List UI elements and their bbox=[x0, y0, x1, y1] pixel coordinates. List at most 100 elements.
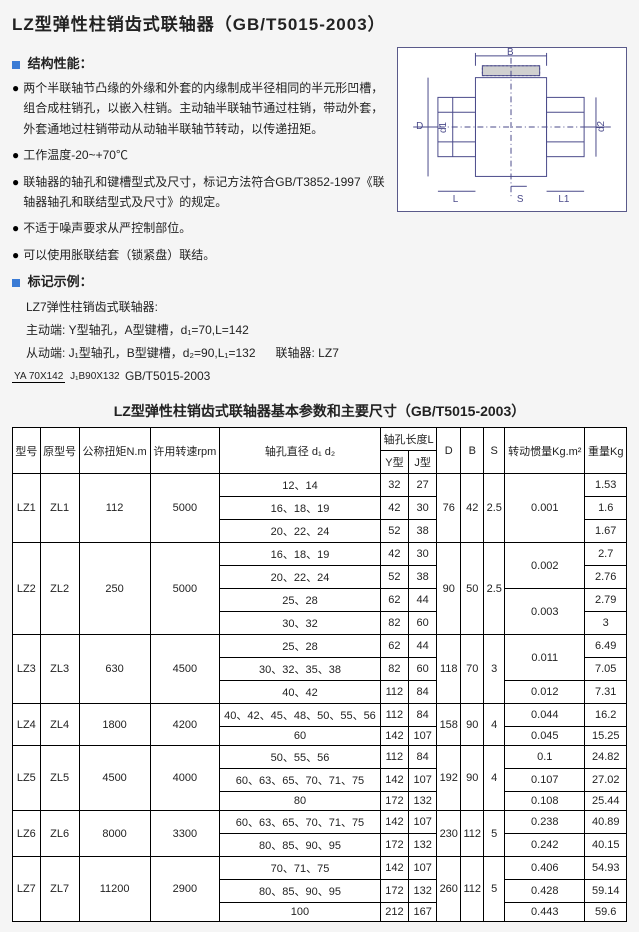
table-row: LZ1ZL1112500012、14322776422.50.0011.53 bbox=[13, 474, 627, 497]
cell-weight: 25.44 bbox=[585, 792, 627, 811]
th-J: J型 bbox=[409, 451, 437, 474]
cell-inertia: 0.011 bbox=[505, 635, 585, 681]
cell-bore: 100 bbox=[220, 903, 381, 922]
cell-D: 260 bbox=[437, 857, 461, 922]
cell-B: 90 bbox=[461, 704, 484, 746]
cell-J: 38 bbox=[409, 520, 437, 543]
cell-inertia: 0.428 bbox=[505, 880, 585, 903]
bullet-mark-icon: ● bbox=[12, 145, 19, 165]
cell-bore: 50、55、56 bbox=[220, 746, 381, 769]
cell-J: 60 bbox=[409, 612, 437, 635]
table-row: LZ7ZL711200290070、71、7514210726011250.40… bbox=[13, 857, 627, 880]
cell-Y: 82 bbox=[380, 612, 408, 635]
cell-Y: 52 bbox=[380, 566, 408, 589]
cell-J: 107 bbox=[409, 857, 437, 880]
cell-J: 44 bbox=[409, 635, 437, 658]
cell-rpm: 3300 bbox=[150, 811, 220, 857]
cell-torque: 1800 bbox=[79, 704, 150, 746]
cell-Y: 112 bbox=[380, 746, 408, 769]
cell-bore: 80 bbox=[220, 792, 381, 811]
cell-weight: 2.76 bbox=[585, 566, 627, 589]
th-model: 型号 bbox=[13, 428, 41, 474]
cell-inertia: 0.238 bbox=[505, 811, 585, 834]
cell-torque: 11200 bbox=[79, 857, 150, 922]
cell-J: 27 bbox=[409, 474, 437, 497]
cell-inertia: 0.012 bbox=[505, 681, 585, 704]
cell-Y: 42 bbox=[380, 497, 408, 520]
cell-D: 192 bbox=[437, 746, 461, 811]
spec-table: 型号 原型号 公称扭矩N.m 许用转速rpm 轴孔直径 d₁ d₂ 轴孔长度L … bbox=[12, 427, 627, 922]
top-section: 结构性能： ●两个半联轴节凸缘的外缘和外套的内缘制成半径相同的半元形凹槽，组合成… bbox=[12, 47, 627, 387]
cell-orig: ZL3 bbox=[40, 635, 79, 704]
cell-torque: 4500 bbox=[79, 746, 150, 811]
cell-orig: ZL2 bbox=[40, 543, 79, 635]
cell-rpm: 4500 bbox=[150, 635, 220, 704]
cell-orig: ZL1 bbox=[40, 474, 79, 543]
cell-rpm: 4000 bbox=[150, 746, 220, 811]
cell-Y: 42 bbox=[380, 543, 408, 566]
square-bullet-icon bbox=[12, 279, 20, 287]
cell-model: LZ5 bbox=[13, 746, 41, 811]
cell-bore: 20、22、24 bbox=[220, 520, 381, 543]
technical-diagram: B D d1 d2 L S L1 bbox=[397, 47, 627, 212]
structural-heading: 结构性能： bbox=[12, 53, 387, 72]
cell-B: 70 bbox=[461, 635, 484, 704]
th-torque: 公称扭矩N.m bbox=[79, 428, 150, 474]
cell-bore: 60 bbox=[220, 727, 381, 746]
th-D: D bbox=[437, 428, 461, 474]
cell-bore: 20、22、24 bbox=[220, 566, 381, 589]
cell-J: 132 bbox=[409, 834, 437, 857]
cell-torque: 112 bbox=[79, 474, 150, 543]
cell-B: 50 bbox=[461, 543, 484, 635]
th-B: B bbox=[461, 428, 484, 474]
diagram-label-d1: d1 bbox=[438, 122, 449, 133]
cell-weight: 7.31 bbox=[585, 681, 627, 704]
table-row: LZ4ZL41800420040、42、45、48、50、55、56112841… bbox=[13, 704, 627, 727]
cell-J: 84 bbox=[409, 681, 437, 704]
cell-J: 60 bbox=[409, 658, 437, 681]
cell-J: 84 bbox=[409, 746, 437, 769]
cell-S: 4 bbox=[484, 704, 505, 746]
cell-weight: 16.2 bbox=[585, 704, 627, 727]
th-Y: Y型 bbox=[380, 451, 408, 474]
cell-Y: 172 bbox=[380, 792, 408, 811]
bullet-item: ●可以使用胀联结套（锁紧盘）联结。 bbox=[12, 245, 387, 265]
bullet-item: ●联轴器的轴孔和键槽型式及尺寸，标记方法符合GB/T3852-1997《联轴器轴… bbox=[12, 172, 387, 213]
table-row: LZ6ZL68000330060、63、65、70、71、75142107230… bbox=[13, 811, 627, 834]
cell-inertia: 0.1 bbox=[505, 746, 585, 769]
cell-J: 132 bbox=[409, 880, 437, 903]
cell-Y: 112 bbox=[380, 681, 408, 704]
cell-weight: 1.67 bbox=[585, 520, 627, 543]
page-title: LZ型弹性柱销齿式联轴器（GB/T5015-2003） bbox=[12, 10, 627, 35]
cell-J: 30 bbox=[409, 543, 437, 566]
cell-inertia: 0.003 bbox=[505, 589, 585, 635]
cell-Y: 52 bbox=[380, 520, 408, 543]
cell-weight: 59.6 bbox=[585, 903, 627, 922]
right-column: B D d1 d2 L S L1 bbox=[397, 47, 627, 387]
cell-B: 42 bbox=[461, 474, 484, 543]
cell-Y: 212 bbox=[380, 903, 408, 922]
example-block: LZ7弹性柱销齿式联轴器: 主动端: Y型轴孔，A型键槽，d₁=70,L=142… bbox=[12, 296, 387, 387]
cell-weight: 54.93 bbox=[585, 857, 627, 880]
cell-model: LZ1 bbox=[13, 474, 41, 543]
cell-Y: 142 bbox=[380, 769, 408, 792]
cell-inertia: 0.242 bbox=[505, 834, 585, 857]
cell-Y: 62 bbox=[380, 635, 408, 658]
cell-weight: 1.53 bbox=[585, 474, 627, 497]
cell-weight: 1.6 bbox=[585, 497, 627, 520]
cell-orig: ZL7 bbox=[40, 857, 79, 922]
diagram-label-S: S bbox=[517, 194, 524, 205]
cell-J: 107 bbox=[409, 727, 437, 746]
diagram-label-L: L bbox=[453, 194, 459, 205]
cell-bore: 40、42 bbox=[220, 681, 381, 704]
cell-weight: 24.82 bbox=[585, 746, 627, 769]
cell-torque: 250 bbox=[79, 543, 150, 635]
cell-model: LZ2 bbox=[13, 543, 41, 635]
cell-weight: 2.7 bbox=[585, 543, 627, 566]
th-boreLen: 轴孔长度L bbox=[380, 428, 437, 451]
cell-weight: 40.89 bbox=[585, 811, 627, 834]
diagram-label-D: D bbox=[416, 121, 423, 132]
cell-inertia: 0.001 bbox=[505, 474, 585, 543]
cell-weight: 27.02 bbox=[585, 769, 627, 792]
bullet-mark-icon: ● bbox=[12, 218, 19, 238]
